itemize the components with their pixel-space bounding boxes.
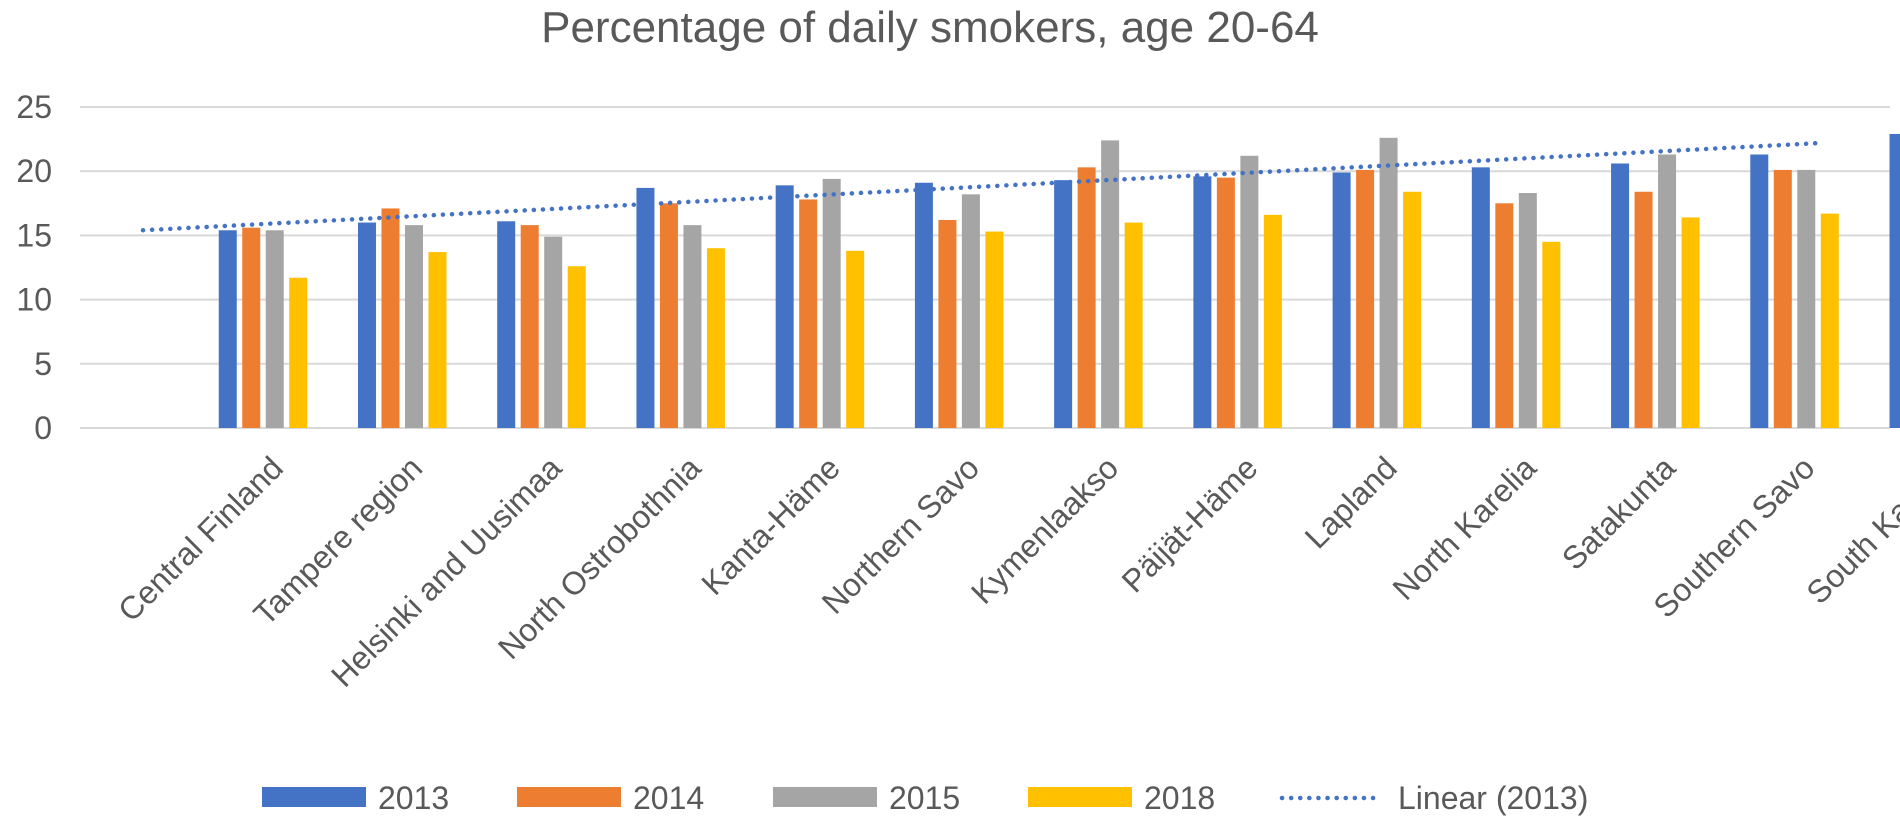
bar-2015 [1518,193,1537,428]
y-tick-label: 10 [16,282,52,318]
bar-2014 [1077,167,1096,428]
bar-2013 [1750,154,1769,428]
bar-2013 [1332,172,1351,428]
bar-2013 [775,185,794,428]
bar-2014 [659,203,678,428]
y-tick-label: 20 [16,153,52,189]
bar-2013 [1471,167,1490,428]
bar-2015 [683,225,702,428]
legend-label: Linear (2013) [1398,780,1588,816]
bar-2014 [520,225,539,428]
x-category-label: Kymenlaakso [964,449,1125,610]
bar-2015 [544,236,563,428]
bar-2014 [938,219,957,428]
bar-2013 [218,230,237,428]
bars [218,133,1900,429]
legend-swatch [517,787,621,807]
bar-2015 [961,194,980,428]
legend: 2013 2014 2015 2018 Linear (2013) [262,780,1588,816]
bar-2013 [636,187,655,428]
bar-2014 [1356,169,1375,428]
bar-2018 [846,250,865,428]
bar-2014 [1216,177,1235,428]
bar-2015 [1797,169,1816,428]
bar-2015 [1101,140,1120,428]
bar-2015 [1379,137,1398,429]
bar-2013 [1193,176,1212,428]
legend-label: 2018 [1144,780,1215,816]
bar-2014 [381,208,400,428]
y-tick-label: 5 [34,346,52,382]
bar-2014 [799,199,818,428]
chart-title: Percentage of daily smokers, age 20-64 [541,3,1319,52]
trendline [140,140,1825,233]
x-category-label: Helsinki and Uusimaa [324,449,568,693]
bar-2013 [1889,133,1900,429]
y-tick-label: 0 [34,410,52,446]
x-category-label: Kanta-Häme [694,449,846,601]
bar-2018 [428,252,447,428]
legend-label: 2015 [889,780,960,816]
trendline-linear-2013 [140,140,1825,233]
x-category-label: North Karelia [1386,449,1544,607]
x-category-label: Päijät-Häme [1115,449,1265,599]
legend-item-2018: 2018 [1028,780,1215,816]
bar-2018 [289,277,308,428]
bar-2014 [1773,169,1792,428]
bar-2018 [1681,217,1700,428]
x-category-label: Satakunta [1555,449,1683,577]
y-axis: 0 5 10 15 20 25 [16,89,52,446]
bar-2014 [1634,191,1653,428]
bar-2018 [706,248,725,428]
bar-2015 [1240,155,1259,429]
bar-2015 [822,178,841,428]
bar-2013 [914,182,933,428]
bar-2015 [404,225,423,428]
bar-2014 [242,227,261,428]
bar-2018 [1124,222,1143,428]
bar-2018 [1403,191,1422,428]
y-tick-label: 15 [16,217,52,253]
legend-item-2015: 2015 [773,780,960,816]
bar-2018 [1820,213,1839,428]
legend-item-trendline: Linear (2013) [1279,780,1588,816]
legend-item-2013: 2013 [262,780,449,816]
x-category-label: Lapland [1298,449,1404,555]
y-tick-label: 25 [16,89,52,125]
bar-2013 [1611,163,1630,428]
bar-2015 [265,230,284,428]
legend-swatch [262,787,366,807]
bar-2014 [1495,203,1514,428]
legend-item-2014: 2014 [517,780,704,816]
legend-label: 2013 [378,780,449,816]
legend-swatch [1028,787,1132,807]
bar-2018 [567,266,586,428]
legend-label: 2014 [633,780,704,816]
bar-2018 [1542,241,1561,428]
bar-2013 [1054,180,1073,428]
bar-2013 [357,222,376,428]
bar-2018 [1263,214,1282,428]
bar-2018 [985,231,1004,428]
bar-2015 [1658,154,1677,428]
legend-swatch [773,787,877,807]
bar-2013 [497,221,516,428]
